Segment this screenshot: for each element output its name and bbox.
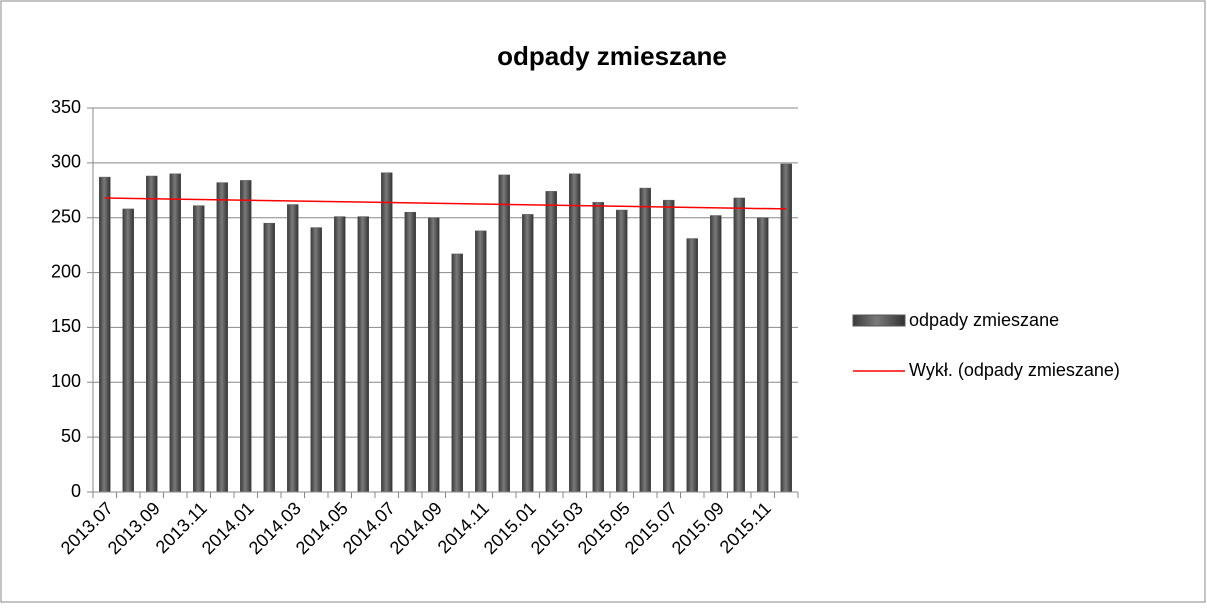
bar	[404, 211, 416, 493]
bar	[122, 208, 134, 493]
y-tick-label: 100	[51, 371, 81, 391]
bar	[592, 202, 604, 493]
bar	[569, 173, 581, 493]
bar	[522, 214, 534, 493]
bar	[475, 230, 487, 493]
bar	[334, 216, 346, 493]
bar	[240, 180, 252, 493]
legend-swatch	[852, 314, 906, 327]
bar	[381, 172, 393, 493]
bar	[451, 253, 463, 493]
bar	[545, 191, 557, 493]
bar	[686, 238, 698, 493]
bar	[639, 187, 651, 493]
bar	[99, 176, 111, 493]
bar	[733, 197, 745, 493]
trendline	[104, 197, 787, 210]
chart-title: odpady zmieszane	[497, 41, 727, 71]
bar	[146, 175, 158, 493]
y-tick-label: 0	[71, 481, 81, 501]
y-tick-label: 250	[51, 206, 81, 226]
bar	[357, 216, 369, 493]
y-tick-label: 50	[61, 426, 81, 446]
legend-label: odpady zmieszane	[909, 310, 1059, 330]
y-tick-label: 200	[51, 261, 81, 281]
bar	[193, 205, 205, 493]
y-tick-label: 300	[51, 152, 81, 172]
bar	[310, 227, 322, 493]
bar	[263, 222, 275, 493]
bar	[216, 182, 228, 493]
y-tick-label: 150	[51, 316, 81, 336]
legend-label: Wykł. (odpady zmieszane)	[909, 360, 1120, 380]
bar	[663, 199, 675, 493]
y-tick-label: 350	[51, 97, 81, 117]
bar	[757, 217, 769, 493]
bar	[498, 174, 510, 493]
bar	[169, 173, 181, 493]
bar	[616, 209, 628, 493]
bar	[428, 217, 440, 493]
bar	[287, 204, 299, 493]
bar	[780, 163, 792, 493]
bar	[710, 215, 722, 493]
